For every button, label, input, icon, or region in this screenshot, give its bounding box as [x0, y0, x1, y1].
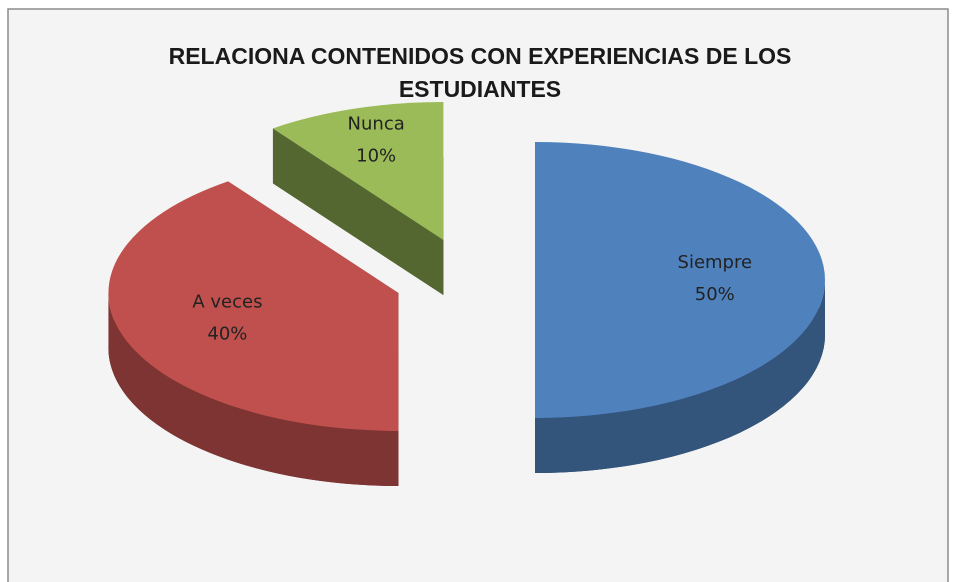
slice-cut-face [272, 128, 444, 296]
pie-slice [535, 142, 825, 473]
slice-category-label: Siempre [678, 252, 753, 273]
pie-slice [108, 181, 399, 486]
slice-top [535, 142, 825, 418]
slice-wall [108, 292, 399, 486]
pie-slice [272, 102, 444, 296]
slice-category-label: A veces [192, 291, 262, 312]
slice-value-label: 10% [356, 146, 396, 167]
slice-value-label: 40% [207, 323, 247, 344]
slice-wall [535, 280, 825, 473]
chart-title: RELACIONA CONTENIDOS CON EXPERIENCIAS DE… [168, 43, 792, 102]
slice-top [272, 102, 444, 241]
slice-top [108, 181, 399, 431]
slice-value-label: 50% [695, 284, 735, 305]
slice-category-label: Nunca [348, 114, 405, 135]
